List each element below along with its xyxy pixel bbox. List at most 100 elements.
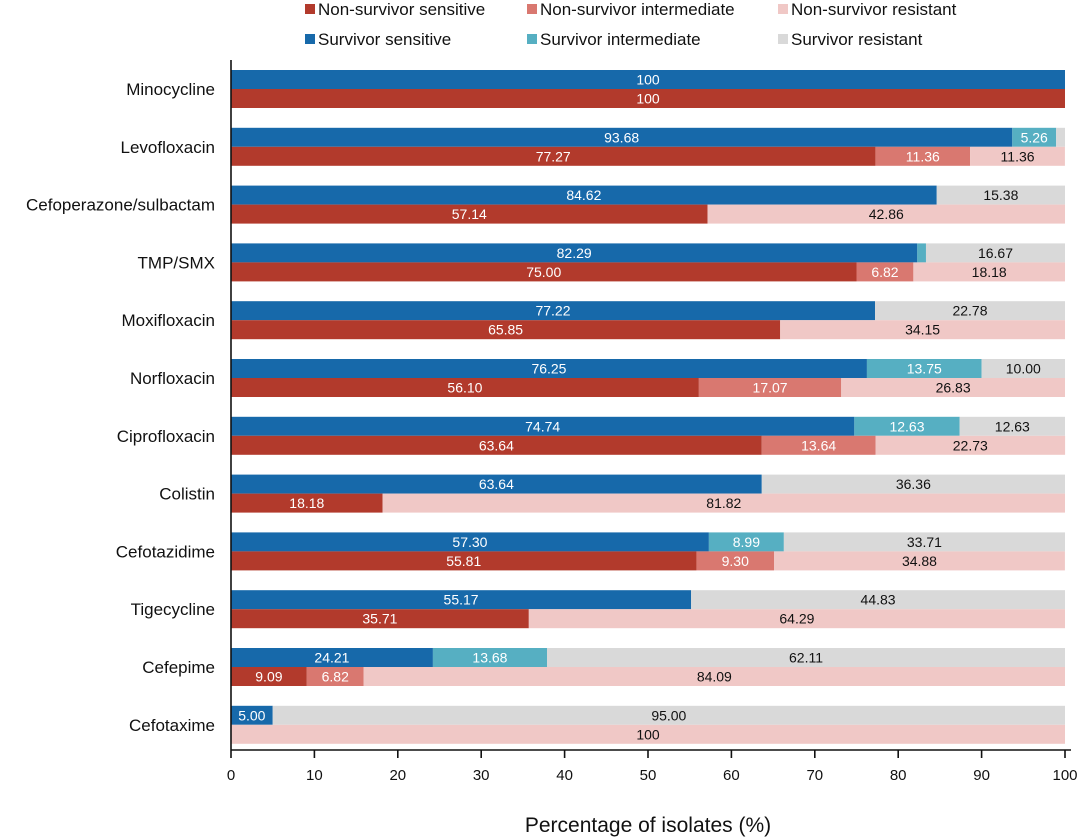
bar-group-moxifloxacin: 77.22 22.78 65.85 34.15 [231, 301, 1065, 340]
data-label: 56.10 [447, 380, 482, 396]
legend: Non-survivor sensitive Non-survivor inter… [305, 0, 957, 49]
bar-segment-s-resistant [981, 359, 1065, 378]
data-label: 13.64 [801, 437, 836, 453]
data-label: 35.71 [362, 611, 397, 627]
bar-segment-ns-resistant [231, 724, 1065, 744]
data-label: 34.88 [902, 553, 937, 569]
data-label: 6.82 [322, 669, 349, 685]
data-label: 44.83 [861, 592, 896, 608]
category-label: Tigecycline [131, 600, 215, 619]
data-label: 34.15 [905, 322, 940, 338]
bar-segment-s-intermediate [708, 532, 784, 552]
category-label: Colistin [159, 485, 215, 504]
data-label: 57.14 [452, 206, 487, 222]
bar-group-norfloxacin: 76.25 13.75 10.00 56.10 17.07 26.83 [231, 359, 1065, 397]
data-label: 74.74 [525, 418, 560, 434]
data-label: 62.11 [789, 650, 823, 666]
bar-group-cefepime: 24.21 13.68 62.11 9.09 6.82 84.09 [231, 648, 1065, 686]
data-label: 75.00 [526, 264, 561, 280]
x-tick-label: 100 [1052, 767, 1077, 784]
x-tick-label: 80 [890, 767, 907, 784]
category-labels: Minocycline Levofloxacin Cefoperazone/sulb… [26, 80, 215, 735]
bar-segment-ns-sensitive [231, 146, 876, 166]
data-label: 15.38 [983, 187, 1018, 203]
data-label: 5.26 [1021, 129, 1048, 145]
bar-segment-ns-intermediate [856, 262, 914, 282]
bar-segment-ns-sensitive [231, 551, 697, 571]
bar-segment-s-sensitive [231, 127, 1013, 147]
bar-segment-s-intermediate [432, 648, 548, 667]
data-label: 84.62 [566, 187, 601, 203]
data-label: 77.22 [535, 303, 570, 319]
data-label: 17.07 [753, 380, 788, 396]
data-label: 5.00 [238, 707, 265, 723]
data-label: 77.27 [536, 148, 571, 164]
bar-segment-s-resistant [875, 301, 1065, 321]
bar-segment-s-intermediate [917, 243, 926, 263]
category-label: Norfloxacin [130, 369, 215, 388]
legend-swatch [778, 34, 788, 44]
bar-segment-s-sensitive [231, 590, 692, 610]
data-label: 95.00 [651, 707, 686, 723]
legend-swatch [778, 4, 788, 14]
data-label: 18.18 [972, 264, 1007, 280]
bar-segment-s-sensitive [231, 532, 709, 552]
x-tick-label: 30 [473, 767, 490, 784]
bar-segment-ns-resistant [841, 378, 1065, 397]
bar-group-tmp-smx: 82.29 16.67 75.00 6.82 18.18 [231, 243, 1065, 282]
data-label: 13.75 [907, 361, 942, 377]
data-label: 100 [636, 91, 660, 107]
bar-segment-ns-intermediate [696, 551, 775, 571]
bar-segment-ns-intermediate [761, 435, 876, 455]
bar-segment-ns-intermediate [306, 667, 364, 686]
category-label: Levofloxacin [120, 138, 215, 157]
x-axis-title: Percentage of isolates (%) [525, 814, 771, 837]
data-label: 63.64 [479, 437, 514, 453]
bar-segment-ns-sensitive [231, 378, 699, 397]
x-tick-label: 0 [227, 767, 235, 784]
legend-swatch [305, 34, 315, 44]
bar-group-cefoperazone-sulbactam: 84.62 15.38 57.14 42.86 [231, 185, 1065, 224]
data-label: 13.68 [472, 650, 507, 666]
data-label: 55.17 [444, 592, 479, 608]
bar-segment-s-sensitive [231, 416, 855, 436]
bar-group-levofloxacin: 93.68 5.26 77.27 11.36 11.36 [231, 127, 1065, 166]
data-label: 9.09 [255, 669, 282, 685]
bar-segment-ns-resistant [528, 609, 1065, 629]
bar-segment-ns-sensitive [231, 204, 708, 224]
x-tick-label: 90 [973, 767, 990, 784]
legend-label: Non-survivor intermediate [540, 0, 735, 19]
legend-label: Survivor intermediate [540, 30, 701, 49]
bar-segment-s-sensitive [231, 705, 273, 725]
legend-item-ns-resistant: Non-survivor resistant [778, 0, 957, 19]
legend-swatch [305, 4, 315, 14]
data-label: 16.67 [978, 245, 1013, 261]
bar-segment-ns-sensitive [231, 493, 383, 513]
category-label: Cefoperazone/sulbactam [26, 196, 215, 215]
data-label: 24.21 [314, 650, 349, 666]
data-label: 12.63 [995, 418, 1030, 434]
x-tick-label: 40 [556, 767, 573, 784]
data-label: 57.30 [452, 534, 487, 550]
data-label: 11.36 [1001, 148, 1035, 164]
data-label: 81.82 [706, 495, 741, 511]
bar-segment-ns-resistant [363, 667, 1065, 686]
category-label: Moxifloxacin [121, 311, 215, 330]
data-label: 100 [636, 726, 660, 742]
bar-segment-s-resistant [272, 705, 1065, 725]
data-label: 64.29 [779, 611, 814, 627]
data-label: 6.82 [871, 264, 898, 280]
bar-segment-ns-resistant [774, 551, 1065, 571]
bar-segment-ns-resistant [875, 435, 1066, 455]
legend-swatch [527, 4, 537, 14]
bar-segment-ns-sensitive [231, 89, 1065, 108]
data-label: 12.63 [889, 418, 924, 434]
x-tick-label: 70 [806, 767, 823, 784]
data-label: 36.36 [896, 476, 931, 492]
bar-group-cefotazidime: 57.30 8.99 33.71 55.81 9.30 34.88 [231, 532, 1065, 571]
data-label: 11.36 [906, 148, 940, 164]
bar-segment-s-resistant [761, 474, 1065, 494]
legend-label: Survivor sensitive [318, 30, 451, 49]
bar-segment-s-resistant [547, 648, 1065, 667]
